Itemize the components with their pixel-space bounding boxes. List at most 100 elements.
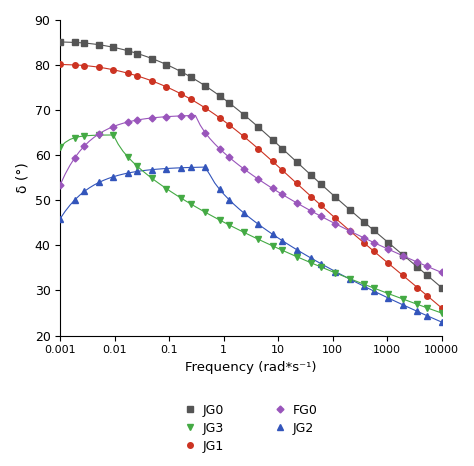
FG0 xyxy=(270,185,275,191)
JG1 xyxy=(226,122,232,128)
JG1 xyxy=(72,62,78,68)
JG2 xyxy=(371,288,377,294)
JG0 xyxy=(347,207,353,212)
JG0 xyxy=(164,62,169,68)
FG0 xyxy=(188,113,193,118)
JG0 xyxy=(96,42,102,48)
JG1 xyxy=(178,91,184,96)
JG1 xyxy=(202,105,208,110)
JG0 xyxy=(332,194,338,200)
FG0 xyxy=(318,213,324,219)
FG0 xyxy=(72,155,78,161)
JG0 xyxy=(362,219,367,225)
JG2 xyxy=(438,319,444,325)
JG0 xyxy=(385,240,391,246)
JG2 xyxy=(226,197,232,203)
JG3 xyxy=(110,132,116,138)
JG0 xyxy=(270,137,275,143)
FG0 xyxy=(371,240,377,246)
JG3 xyxy=(72,135,78,140)
JG3 xyxy=(82,133,87,139)
JG2 xyxy=(72,197,78,203)
JG0 xyxy=(294,159,300,165)
FG0 xyxy=(332,221,338,226)
FG0 xyxy=(178,113,184,119)
Y-axis label: δ (°): δ (°) xyxy=(15,162,29,193)
JG3 xyxy=(135,164,140,169)
JG3 xyxy=(279,247,285,253)
JG0 xyxy=(57,39,63,45)
Line: JG1: JG1 xyxy=(57,62,444,311)
JG1 xyxy=(294,181,300,186)
JG3 xyxy=(226,222,232,228)
JG0 xyxy=(135,51,140,56)
JG1 xyxy=(371,248,377,254)
JG1 xyxy=(188,96,193,102)
JG2 xyxy=(294,247,300,253)
JG2 xyxy=(415,308,420,314)
JG3 xyxy=(294,254,300,260)
JG1 xyxy=(82,63,87,69)
JG0 xyxy=(72,40,78,45)
JG1 xyxy=(318,202,324,208)
JG3 xyxy=(149,176,155,181)
JG0 xyxy=(149,56,155,62)
JG1 xyxy=(96,64,102,70)
JG0 xyxy=(202,83,208,89)
JG3 xyxy=(400,296,406,302)
FG0 xyxy=(202,130,208,135)
JG0 xyxy=(371,228,377,233)
JG0 xyxy=(424,273,430,278)
JG3 xyxy=(57,144,63,150)
FG0 xyxy=(294,200,300,206)
JG3 xyxy=(424,305,430,311)
FG0 xyxy=(57,182,63,187)
JG1 xyxy=(347,228,353,233)
JG1 xyxy=(400,273,406,278)
JG2 xyxy=(270,232,275,237)
FG0 xyxy=(255,176,261,182)
JG1 xyxy=(332,215,338,221)
JG3 xyxy=(125,154,131,160)
JG3 xyxy=(164,186,169,192)
FG0 xyxy=(415,260,420,265)
Legend: JG0, JG3, JG1, FG0, JG2, : JG0, JG3, JG1, FG0, JG2, xyxy=(179,398,323,458)
JG1 xyxy=(438,305,444,311)
JG3 xyxy=(362,281,367,287)
JG0 xyxy=(82,40,87,46)
JG2 xyxy=(241,210,246,216)
FG0 xyxy=(96,131,102,137)
JG1 xyxy=(149,78,155,84)
JG2 xyxy=(96,180,102,185)
Line: JG2: JG2 xyxy=(57,164,444,325)
Line: JG3: JG3 xyxy=(57,132,444,316)
JG3 xyxy=(332,270,338,276)
JG2 xyxy=(57,216,63,221)
X-axis label: Frequency (rad*s⁻¹): Frequency (rad*s⁻¹) xyxy=(185,361,317,374)
JG1 xyxy=(424,293,430,298)
JG2 xyxy=(110,174,116,179)
JG0 xyxy=(226,100,232,106)
FG0 xyxy=(362,235,367,241)
JG1 xyxy=(217,115,222,121)
JG2 xyxy=(188,164,193,170)
JG1 xyxy=(362,240,367,246)
JG0 xyxy=(255,124,261,130)
FG0 xyxy=(424,263,430,269)
JG1 xyxy=(164,84,169,89)
JG0 xyxy=(309,172,314,178)
JG1 xyxy=(125,70,131,76)
JG1 xyxy=(135,73,140,79)
JG1 xyxy=(57,62,63,67)
JG3 xyxy=(415,302,420,307)
FG0 xyxy=(241,166,246,171)
FG0 xyxy=(385,247,391,252)
JG3 xyxy=(96,132,102,138)
FG0 xyxy=(309,208,314,214)
JG3 xyxy=(241,229,246,235)
JG3 xyxy=(347,276,353,281)
JG2 xyxy=(279,238,285,243)
JG3 xyxy=(202,209,208,215)
JG2 xyxy=(255,221,261,227)
FG0 xyxy=(110,124,116,130)
